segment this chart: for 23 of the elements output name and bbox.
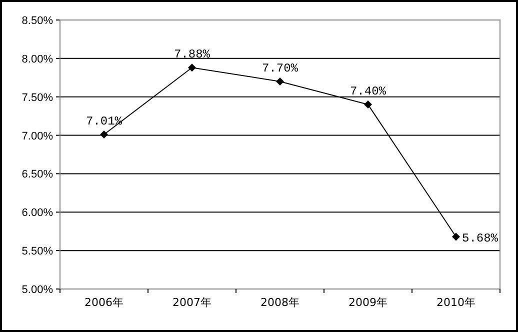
y-tick-label: 6.00%: [22, 207, 54, 220]
x-tick-label: 2008年: [260, 296, 300, 309]
point: [188, 64, 196, 72]
y-tick-label: 8.50%: [22, 15, 54, 27]
data-label: 7.70%: [262, 61, 299, 76]
x-tick-label: 2010年: [436, 296, 476, 309]
x-tick-label: 2006年: [84, 296, 124, 309]
data-label: 7.40%: [350, 84, 387, 99]
y-tick-label: 5.50%: [22, 246, 54, 258]
point: [364, 100, 372, 109]
data-label: 7.88%: [174, 48, 211, 62]
point: [100, 130, 108, 139]
y-tick-label: 7.00%: [22, 130, 54, 142]
point: [276, 77, 284, 86]
x-tick-label: 2009年: [348, 296, 388, 309]
y-tick-label: 5.00%: [22, 284, 54, 296]
y-tick-label: 7.50%: [22, 92, 54, 104]
data-label: 7.01%: [86, 114, 123, 129]
x-tick-label: 2007年: [172, 296, 212, 309]
y-tick-label: 8.00%: [22, 53, 54, 66]
y-tick-label: 6.50%: [22, 168, 54, 181]
point: [452, 232, 460, 241]
data-label: 5.68%: [462, 232, 499, 246]
